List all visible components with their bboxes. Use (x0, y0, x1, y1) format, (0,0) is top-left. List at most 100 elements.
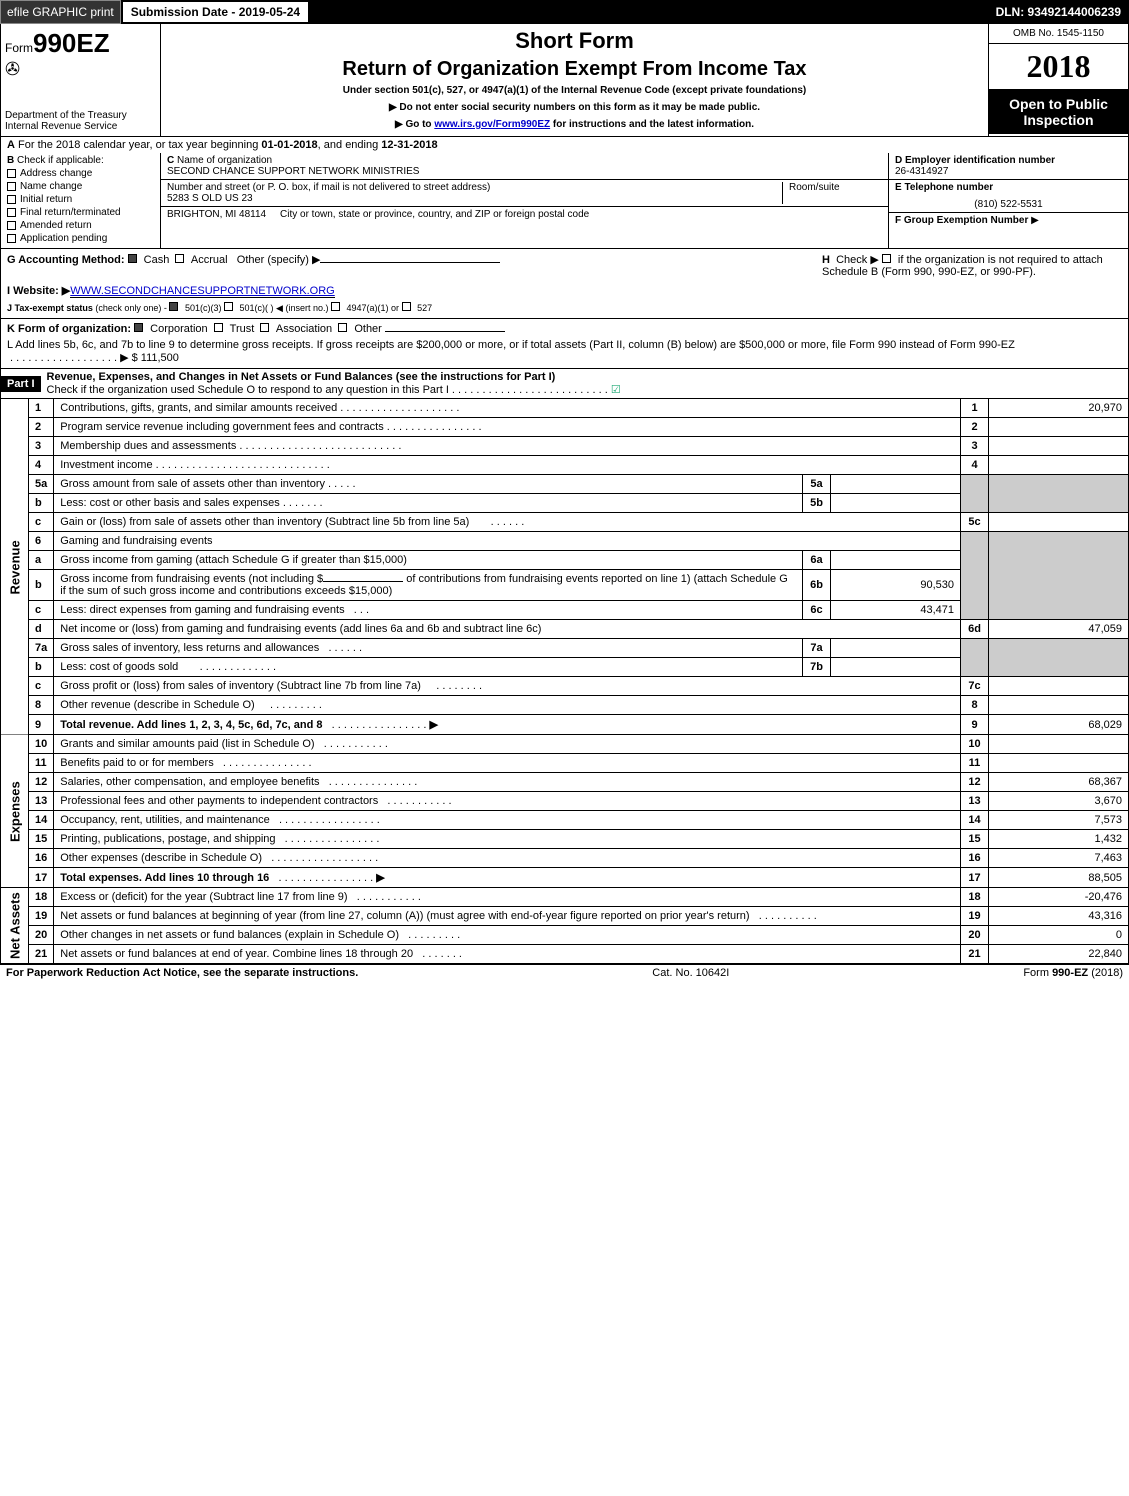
g-other-input[interactable] (320, 262, 500, 263)
checkbox-icon[interactable] (134, 323, 143, 332)
line-14: 14Occupancy, rent, utilities, and mainte… (1, 811, 1129, 830)
group-exemption-row: F Group Exemption Number ▶ (889, 213, 1128, 248)
line-desc: Gain or (loss) from sale of assets other… (60, 516, 469, 528)
line-13: 13Professional fees and other payments t… (1, 792, 1129, 811)
j-label: J Tax-exempt status (7, 303, 93, 313)
line-4: 4Investment income . . . . . . . . . . .… (1, 456, 1129, 475)
sub-amount: 43,471 (831, 601, 961, 620)
opt-pending[interactable]: Application pending (7, 233, 154, 244)
short-form-title: Short Form (165, 28, 984, 54)
fundraising-blank[interactable] (323, 581, 403, 582)
arrow2-pre: ▶ Go to (395, 119, 434, 130)
line-12: 12Salaries, other compensation, and empl… (1, 773, 1129, 792)
checkbox-icon[interactable] (331, 302, 340, 311)
tax-year: 2018 (989, 44, 1128, 90)
row-a-mid: , and ending (318, 139, 382, 151)
opt-initial-return[interactable]: Initial return (7, 194, 154, 205)
c-text: Name of organization (177, 155, 272, 166)
line-5c: cGain or (loss) from sale of assets othe… (1, 513, 1129, 532)
website-link[interactable]: WWW.SECONDCHANCESUPPORTNETWORK.ORG (70, 285, 334, 298)
check-column: B Check if applicable: Address change Na… (1, 153, 161, 248)
h-line: H Check ▶ if the organization is not req… (822, 253, 1122, 278)
opt-final-return[interactable]: Final return/terminated (7, 207, 154, 218)
arrow-line-2: ▶ Go to www.irs.gov/Form990EZ for instru… (165, 119, 984, 130)
checkbox-icon[interactable] (128, 254, 137, 263)
g-label: G Accounting Method: (7, 254, 125, 266)
f-arrow: ▶ (1031, 215, 1039, 226)
checkbox-icon[interactable] (214, 323, 223, 332)
opt-name-change[interactable]: Name change (7, 181, 154, 192)
row-a-pre: For the 2018 calendar year, or tax year … (18, 139, 261, 151)
line-desc-pre: Gross income from fundraising events (no… (60, 573, 323, 585)
revenue-side-label: Revenue (1, 399, 29, 735)
line-amount (989, 513, 1129, 532)
line-amount (989, 696, 1129, 715)
form-number: Form990EZ (5, 28, 156, 59)
line-20: 20Other changes in net assets or fund ba… (1, 926, 1129, 945)
checkbox-icon[interactable] (882, 254, 891, 263)
line-amount: 43,316 (989, 907, 1129, 926)
line-6c: cLess: direct expenses from gaming and f… (1, 601, 1129, 620)
part1-title: Revenue, Expenses, and Changes in Net As… (47, 371, 556, 383)
header-row: Form990EZ ✇ Department of the Treasury I… (0, 24, 1129, 137)
form-no-big: 990EZ (33, 28, 110, 58)
city-row: BRIGHTON, MI 48114 City or town, state o… (161, 207, 888, 222)
line-desc: Less: cost of goods sold (60, 661, 178, 673)
arrow-line-1: ▶ Do not enter social security numbers o… (165, 102, 984, 113)
line-amount: 1,432 (989, 830, 1129, 849)
header-right: OMB No. 1545-1150 2018 Open to Public In… (988, 24, 1128, 136)
checkbox-icon[interactable] (260, 323, 269, 332)
checkbox-icon[interactable] (169, 302, 178, 311)
footer-mid: Cat. No. 10642I (652, 967, 729, 979)
dept-line: Department of the Treasury (5, 110, 156, 121)
opt-address-change[interactable]: Address change (7, 168, 154, 179)
part1-header-row: Part I Revenue, Expenses, and Changes in… (0, 369, 1129, 399)
line-16: 16Other expenses (describe in Schedule O… (1, 849, 1129, 868)
line-desc: Total expenses. Add lines 10 through 16 (60, 872, 269, 884)
checkbox-icon[interactable] (224, 302, 233, 311)
line-amount: 68,029 (989, 715, 1129, 735)
l-amount: ▶ $ 111,500 (120, 352, 179, 364)
line-desc: Gross sales of inventory, less returns a… (60, 642, 319, 654)
checkbox-icon[interactable] (175, 254, 184, 263)
line-desc: Other revenue (describe in Schedule O) (60, 699, 254, 711)
line-desc: Benefits paid to or for members (60, 757, 213, 769)
j-insert: ◀ (insert no.) (276, 303, 328, 313)
line-desc: Gross amount from sale of assets other t… (60, 478, 325, 490)
line-6b: bGross income from fundraising events (n… (1, 570, 1129, 601)
i-label: I Website: ▶ (7, 285, 70, 297)
k-line: K Form of organization: Corporation Trus… (7, 323, 1122, 335)
irs-gov-link[interactable]: www.irs.gov/Form990EZ (434, 119, 550, 130)
line-15: 15Printing, publications, postage, and s… (1, 830, 1129, 849)
opt-amended[interactable]: Amended return (7, 220, 154, 231)
sub-amount (831, 475, 961, 494)
line-desc: Total revenue. Add lines 1, 2, 3, 4, 5c,… (60, 719, 322, 731)
line-6d: dNet income or (loss) from gaming and fu… (1, 620, 1129, 639)
line-amount: 20,970 (989, 399, 1129, 418)
g-accrual: Accrual (191, 254, 228, 266)
line-amount (989, 735, 1129, 754)
g-other: Other (specify) ▶ (237, 254, 321, 266)
dept-treasury: Department of the Treasury Internal Reve… (5, 80, 156, 132)
row-a-label: A (7, 139, 15, 151)
dln-label: DLN: 93492144006239 (988, 0, 1129, 24)
line-desc: Program service revenue including govern… (60, 421, 383, 433)
k-other-input[interactable] (385, 331, 505, 332)
part1-check-line: Check if the organization used Schedule … (47, 384, 449, 396)
checkbox-icon[interactable] (338, 323, 347, 332)
line-21: 21Net assets or fund balances at end of … (1, 945, 1129, 964)
header-mid: Short Form Return of Organization Exempt… (161, 24, 988, 136)
f-label: F Group Exemption Number (895, 215, 1028, 226)
line-desc: Gross profit or (loss) from sales of inv… (60, 680, 421, 692)
arrow2-post: for instructions and the latest informat… (550, 119, 754, 130)
checkbox-icon[interactable] (402, 302, 411, 311)
line-11: 11Benefits paid to or for members . . . … (1, 754, 1129, 773)
row-a-begin: 01-01-2018 (261, 139, 317, 151)
line-desc: Net assets or fund balances at beginning… (60, 910, 749, 922)
line-amount: -20,476 (989, 888, 1129, 907)
efile-print-button[interactable]: efile GRAPHIC print (0, 0, 121, 24)
street-value: 5283 S OLD US 23 (167, 193, 253, 204)
k-label: K Form of organization: (7, 323, 131, 335)
line-desc: Contributions, gifts, grants, and simila… (60, 402, 337, 414)
line-amount: 68,367 (989, 773, 1129, 792)
